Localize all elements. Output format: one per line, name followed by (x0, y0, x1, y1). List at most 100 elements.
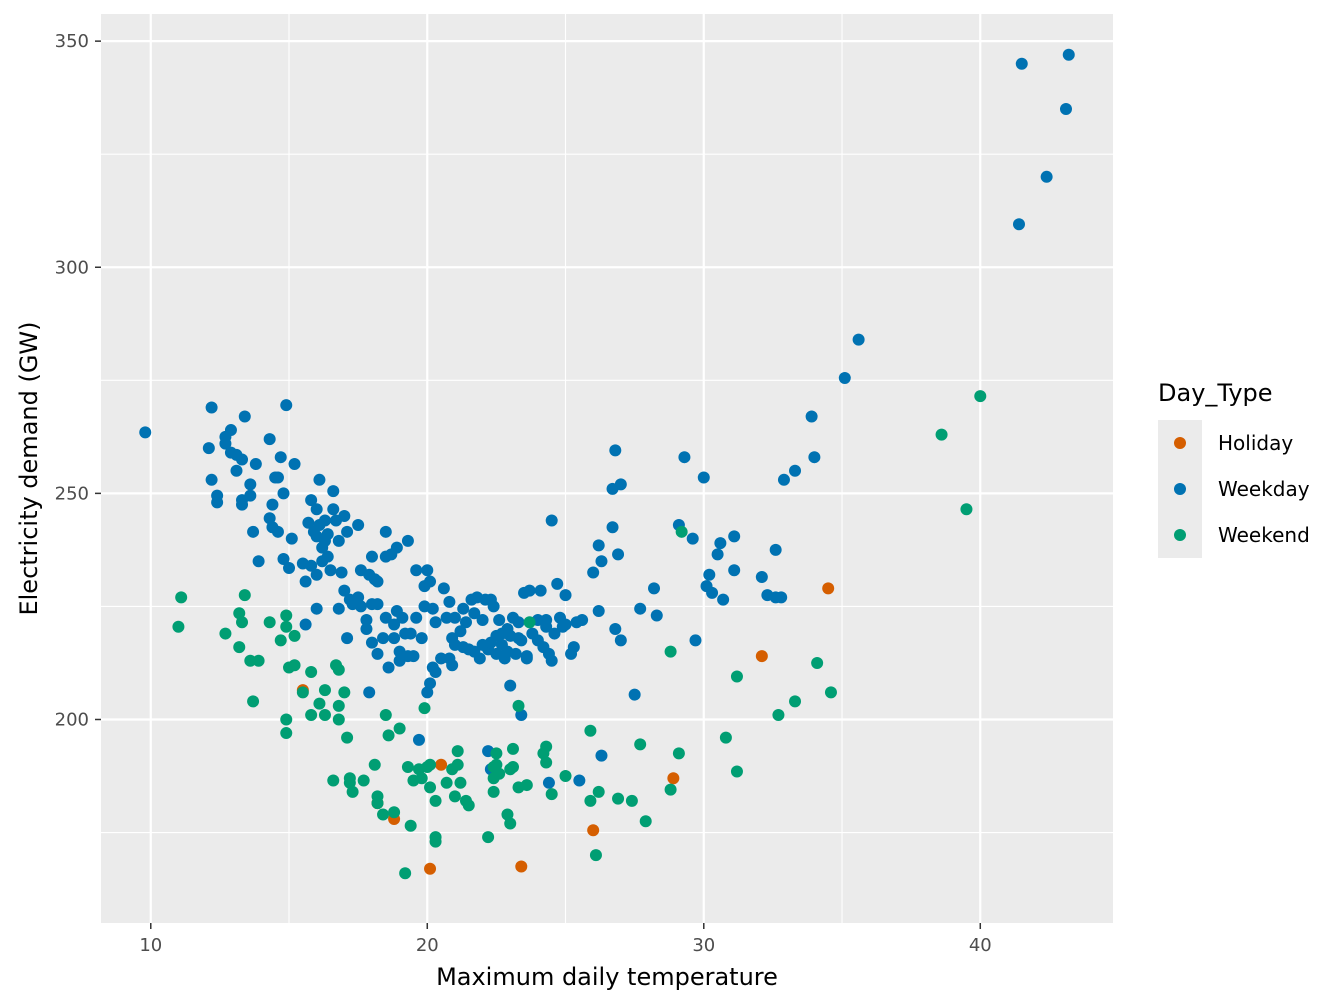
point-weekday (775, 591, 788, 604)
point-weekend (399, 867, 412, 880)
point-weekday (567, 641, 580, 654)
point-weekend (263, 616, 276, 629)
point-weekday (360, 614, 373, 626)
point-weekday (324, 564, 337, 577)
point-weekend (357, 774, 370, 787)
point-weekday (338, 584, 351, 597)
point-weekday (728, 564, 741, 577)
point-weekday (224, 424, 237, 437)
point-weekday (410, 611, 423, 624)
point-weekend (584, 794, 597, 807)
point-weekday (139, 426, 152, 439)
point-weekend (974, 390, 987, 403)
point-weekday (534, 584, 547, 597)
point-weekend (379, 708, 392, 721)
point-weekday (755, 571, 768, 584)
point-weekend (462, 799, 475, 812)
point-weekend (960, 503, 973, 516)
point-weekday (711, 548, 724, 561)
point-weekday (321, 550, 334, 563)
point-weekday (332, 534, 345, 547)
point-weekday (360, 623, 373, 636)
point-weekend (520, 779, 533, 792)
point-weekend (274, 634, 287, 647)
point-weekday (363, 686, 376, 699)
point-weekday (1012, 218, 1025, 231)
point-weekday (407, 650, 420, 663)
point-weekday (437, 582, 450, 595)
point-weekday (277, 487, 290, 500)
point-weekday (280, 399, 293, 412)
point-weekend (523, 616, 536, 629)
point-weekday (1059, 102, 1072, 115)
point-weekday (852, 333, 865, 346)
point-weekday (421, 564, 434, 577)
point-weekday (305, 494, 318, 507)
point-weekday (473, 652, 486, 665)
point-weekday (382, 661, 395, 674)
point-weekend (288, 659, 301, 672)
point-weekday (551, 577, 564, 590)
point-weekday (271, 525, 284, 538)
point-weekday (247, 525, 260, 538)
point-weekend (772, 708, 785, 721)
point-weekday (515, 708, 528, 721)
point-weekday (592, 604, 605, 617)
point-weekday (332, 602, 345, 615)
point-holiday (755, 650, 768, 663)
point-weekend (506, 742, 519, 755)
point-weekday (595, 749, 608, 762)
point-weekday (808, 451, 821, 464)
point-weekday (371, 598, 384, 611)
point-weekday (634, 602, 647, 615)
point-weekday (283, 561, 296, 574)
point-weekend (592, 785, 605, 798)
point-weekday (371, 575, 384, 588)
point-weekday (401, 534, 414, 547)
point-weekend (429, 835, 442, 848)
point-weekday (587, 566, 600, 579)
point-weekend (487, 785, 500, 798)
point-weekend (404, 819, 417, 832)
point-weekend (730, 765, 743, 778)
point-weekday (689, 634, 702, 647)
point-weekday (706, 586, 719, 599)
point-weekday (512, 616, 525, 629)
point-weekend (233, 607, 246, 620)
point-weekday (327, 485, 340, 498)
point-weekday (468, 607, 481, 620)
legend-key-weekday (1174, 483, 1186, 495)
point-weekend (490, 747, 503, 760)
point-weekday (777, 473, 790, 486)
minor-gridlines (101, 14, 1113, 923)
point-weekday (421, 686, 434, 699)
point-weekday (415, 632, 428, 645)
point-weekday (274, 451, 287, 464)
y-tick-label: 200 (55, 709, 89, 730)
x-tick-label: 30 (692, 935, 715, 956)
point-holiday (435, 758, 448, 771)
point-weekday (205, 473, 218, 486)
point-weekend (429, 794, 442, 807)
point-weekday (288, 457, 301, 470)
y-tick-label: 350 (55, 31, 89, 52)
point-weekend (540, 740, 553, 753)
point-weekday (352, 591, 365, 604)
y-tick-label: 300 (55, 257, 89, 278)
point-weekday (493, 614, 506, 626)
point-weekday (446, 659, 459, 672)
point-weekend (540, 756, 553, 769)
point-weekday (573, 774, 586, 787)
point-weekend (368, 758, 381, 771)
x-tick-label: 10 (139, 935, 162, 956)
point-weekday (263, 433, 276, 446)
point-weekend (296, 686, 309, 699)
point-weekend (512, 699, 525, 712)
point-weekend (448, 790, 461, 803)
point-weekend (664, 645, 677, 658)
point-weekend (332, 663, 345, 676)
point-weekend (612, 792, 625, 805)
point-weekday (335, 566, 348, 579)
point-weekday (202, 442, 215, 455)
point-weekend (175, 591, 188, 604)
